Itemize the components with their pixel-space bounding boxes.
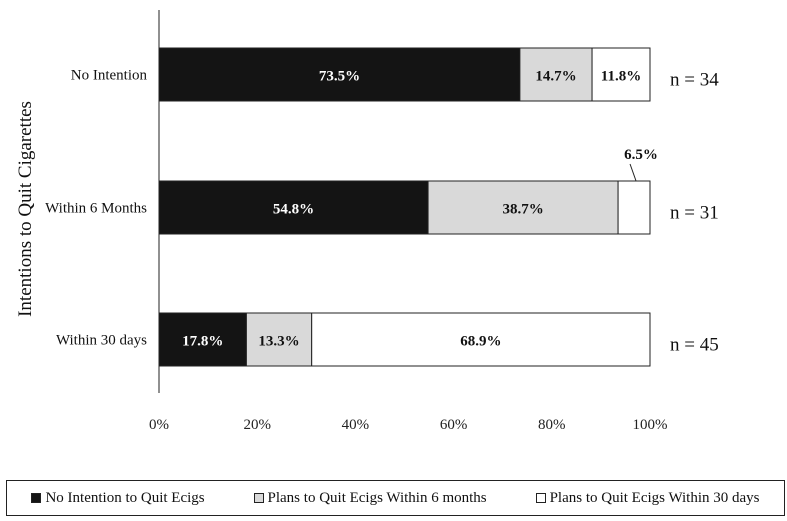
x-tick-label-3: 60% [440, 417, 468, 433]
data-label-within-6-months-series-1: 38.7% [502, 202, 543, 218]
legend-label-within-30-days: Plans to Quit Ecigs Within 30 days [549, 489, 760, 506]
data-label-no-intention-series-2: 11.8% [601, 69, 641, 85]
x-tick-label-5: 100% [633, 417, 668, 433]
chart-legend: No Intention to Quit Ecigs Plans to Quit… [6, 480, 785, 516]
bar-within-6-months-series-1 [427, 180, 619, 235]
x-tick-label-4: 80% [538, 417, 566, 433]
legend-swatch-within-30-days [535, 493, 546, 503]
y-axis-title: Intentions to Quit Cigarettes [15, 101, 36, 317]
x-tick-label-1: 20% [243, 417, 271, 433]
bar-within-6-months-series-2 [617, 180, 651, 235]
legend-item-within-30-days: Plans to Quit Ecigs Within 30 days [535, 489, 760, 507]
category-label-within-6-months: Within 6 Months [45, 201, 147, 217]
data-label-within-30-days-series-0: 17.8% [182, 334, 223, 350]
bar-within-6-months-series-0 [158, 180, 429, 235]
n-label-within-30-days: n = 45 [670, 335, 719, 356]
n-label-no-intention: n = 34 [670, 70, 719, 91]
x-tick-label-2: 40% [342, 417, 370, 433]
legend-item-within-6-months: Plans to Quit Ecigs Within 6 months [253, 489, 487, 507]
data-label-within-30-days-series-2: 68.9% [460, 334, 501, 350]
data-label-no-intention-series-1: 14.7% [535, 69, 576, 85]
category-label-no-intention: No Intention [71, 68, 148, 84]
bar-no-intention-series-0 [158, 47, 521, 102]
bar-no-intention-series-1 [519, 47, 593, 102]
bar-within-30-days-series-2 [311, 312, 651, 367]
data-label-no-intention-series-0: 73.5% [319, 69, 360, 85]
bar-no-intention-series-2 [591, 47, 651, 102]
category-label-within-30-days: Within 30 days [56, 333, 147, 349]
data-label-within-6-months-series-0: 54.8% [273, 202, 314, 218]
data-label-within-6-months-series-2: 6.5% [624, 147, 658, 163]
leader-line-within-6-months [629, 163, 637, 182]
bar-within-30-days-series-1 [245, 312, 313, 367]
data-label-within-30-days-series-1: 13.3% [258, 334, 299, 350]
legend-swatch-no-intention [31, 493, 42, 503]
stacked-bar-chart: 73.5% 14.7% 11.8% 54.8% 38.7% 6.5% 17.8% 13.3% 6… [15, 10, 719, 433]
legend-label-within-6-months: Plans to Quit Ecigs Within 6 months [267, 489, 487, 506]
n-label-within-6-months: n = 31 [670, 203, 719, 224]
legend-label-no-intention: No Intention to Quit Ecigs [45, 489, 205, 506]
legend-swatch-within-6-months [253, 493, 264, 503]
legend-item-no-intention: No Intention to Quit Ecigs [31, 489, 205, 507]
x-tick-label-0: 0% [149, 417, 169, 433]
